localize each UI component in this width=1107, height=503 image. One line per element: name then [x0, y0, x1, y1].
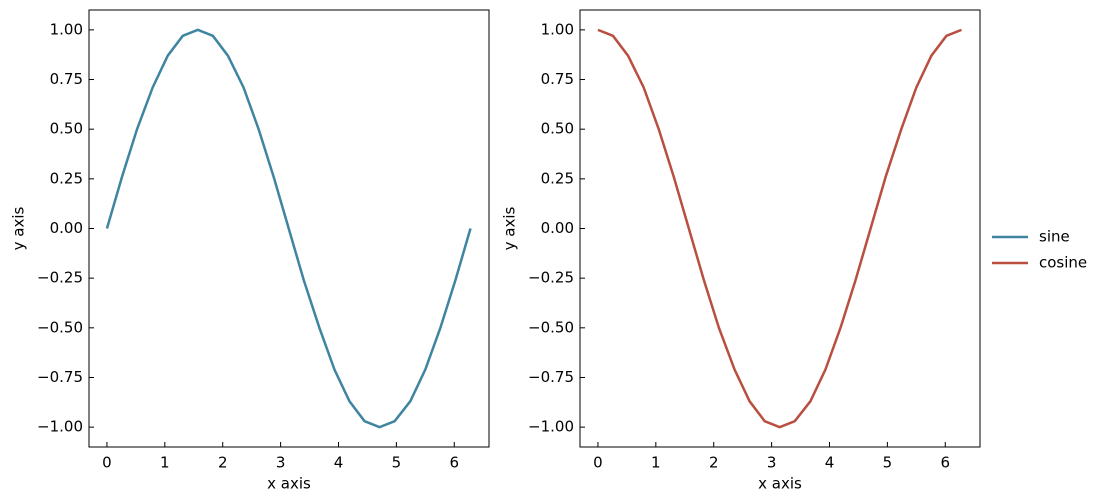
y-tick-label: 0.75 — [541, 70, 574, 88]
x-tick-label: 2 — [709, 454, 719, 472]
y-tick-label: 0.50 — [50, 120, 83, 138]
x-axis-label: x axis — [267, 475, 311, 493]
x-tick-label: 1 — [160, 454, 170, 472]
x-tick-label: 1 — [651, 454, 661, 472]
x-tick-label: 0 — [593, 454, 603, 472]
y-tick-label: 0.00 — [541, 219, 574, 237]
y-tick-label: −0.25 — [37, 269, 83, 287]
x-tick-label: 5 — [883, 454, 893, 472]
y-tick-label: −0.75 — [528, 368, 574, 386]
y-tick-label: −1.00 — [528, 418, 574, 436]
x-tick-label: 3 — [276, 454, 286, 472]
y-tick-label: 0.75 — [50, 70, 83, 88]
y-tick-label: −0.50 — [528, 318, 574, 336]
plot-frame — [88, 9, 490, 448]
plot-frame — [579, 9, 981, 448]
x-tick-label: 3 — [767, 454, 777, 472]
y-tick-label: 1.00 — [541, 20, 574, 38]
line — [105, 28, 472, 429]
x-tick-label: 4 — [334, 454, 344, 472]
x-axis-label: x axis — [758, 475, 802, 493]
legend-label: cosine — [1039, 254, 1087, 272]
y-tick-label: 1.00 — [50, 20, 83, 38]
x-tick-label: 2 — [218, 454, 228, 472]
y-tick-label: −0.25 — [528, 269, 574, 287]
x-tick-label: 0 — [102, 454, 112, 472]
y-tick-label: 0.25 — [541, 169, 574, 187]
line — [597, 28, 962, 429]
y-tick-label: 0.25 — [50, 169, 83, 187]
y-tick-label: −0.75 — [37, 368, 83, 386]
x-tick-label: 4 — [825, 454, 835, 472]
x-tick-label: 6 — [940, 454, 950, 472]
y-tick-label: 0.50 — [541, 120, 574, 138]
y-tick-label: −1.00 — [37, 418, 83, 436]
x-tick-label: 6 — [449, 454, 459, 472]
legend-label: sine — [1039, 228, 1070, 246]
y-tick-label: −0.50 — [37, 318, 83, 336]
x-tick-label: 5 — [392, 454, 402, 472]
y-axis-label: y axis — [10, 206, 28, 250]
y-tick-label: 0.00 — [50, 219, 83, 237]
y-axis-label: y axis — [501, 206, 519, 250]
